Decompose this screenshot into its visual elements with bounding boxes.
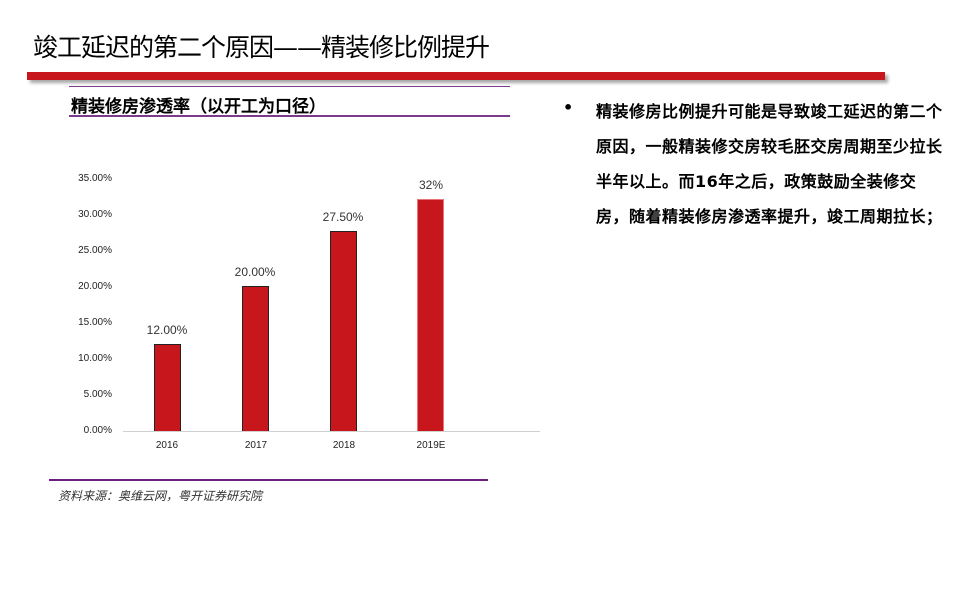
bar-2019e [417,199,444,431]
bar-2016 [154,344,181,431]
y-tick: 10.00% [78,353,112,364]
data-label: 12.00% [146,323,188,337]
x-tick: 2016 [155,440,179,451]
data-label: 32% [418,178,444,192]
bullet-text: 精装修房比例提升可能是导致竣工延迟的第二个原因，一般精装修交房较毛胚交房周期至少… [596,102,943,226]
bullet-icon: • [563,98,574,117]
x-tick: 2017 [244,440,268,451]
source-note: 资料来源：奥维云网，粤开证券研究院 [58,489,263,503]
x-tick: 2018 [332,440,356,451]
title-underline-bar [27,72,885,80]
y-tick: 0.00% [83,425,112,436]
y-tick: 5.00% [83,389,112,400]
data-label: 20.00% [234,265,276,279]
bar-2017 [242,286,269,431]
chart-top-divider [69,86,510,87]
x-tick: 2019E [416,440,446,451]
data-label: 27.50% [322,210,364,224]
bar-chart: 35.00% 30.00% 25.00% 20.00% 15.00% 10.00… [60,160,540,460]
y-tick: 30.00% [78,209,112,220]
y-tick: 35.00% [78,173,112,184]
slide-title: 竣工延迟的第二个原因——精装修比例提升 [33,33,490,62]
chart-title: 精装修房渗透率（以开工为口径） [71,97,326,117]
x-axis-line [123,431,540,432]
bar-2018 [330,231,357,431]
y-tick: 25.00% [78,245,112,256]
y-tick: 20.00% [78,281,112,292]
source-divider [49,479,488,481]
y-tick: 15.00% [78,317,112,328]
chart-title-divider [69,115,510,117]
